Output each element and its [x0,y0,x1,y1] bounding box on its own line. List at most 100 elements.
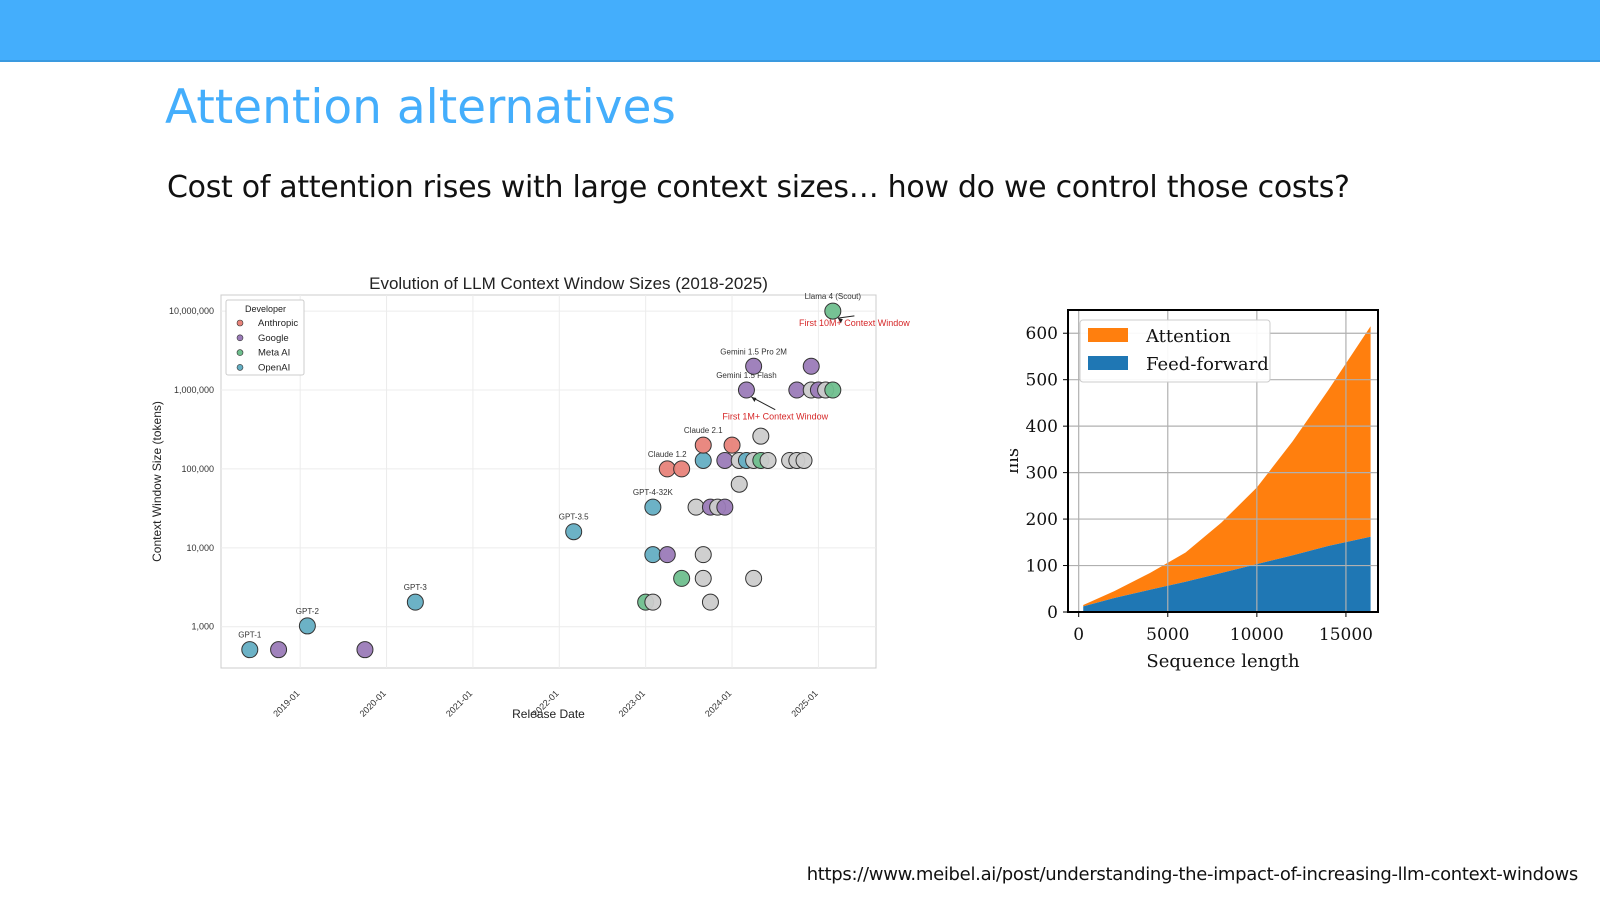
x-tick-label: 10000 [1230,625,1284,645]
data-point [644,546,662,564]
y-tick-label: 1,000,000 [174,385,214,395]
x-tick-label: 5000 [1146,625,1189,645]
point-label-claude-2-1: Claude 2.1 [684,426,723,435]
x-tick-label: 0 [1073,625,1084,645]
data-point [241,641,259,659]
data-point [644,593,662,611]
data-point [730,475,748,493]
legend: Developer Anthropic Google Meta AI OpenAI [225,299,305,376]
data-point [565,523,583,541]
annotation-text: First 10M+ Context Window [799,318,910,328]
legend-entry-openai: OpenAI [258,362,290,373]
y-tick-label: 0 [1047,603,1058,623]
legend-swatch-attention [1088,328,1128,342]
data-point [658,546,676,564]
data-point [824,381,842,399]
x-axis-label: Sequence length [1146,651,1300,672]
legend-entry-feed-forward: Feed-forward [1146,354,1269,375]
y-tick-label: 200 [1026,510,1058,530]
point-label-claude-1-2: Claude 1.2 [648,450,687,459]
legend-marker-google [236,334,244,342]
data-point [752,427,770,445]
y-tick-label: 100,000 [181,464,214,474]
point-label-llama-4-scout: Llama 4 (Scout) [805,292,862,301]
y-tick-label: 500 [1026,371,1058,391]
x-tick-label: 15000 [1319,625,1373,645]
y-tick-label: 1,000 [191,622,214,632]
area-attention [1083,326,1371,607]
data-point [737,381,755,399]
data-point [802,357,820,375]
x-tick-label: 2024-01 [703,688,733,718]
x-tick-label: 2023-01 [617,688,647,718]
legend-marker-openai [236,364,244,371]
data-point [795,451,813,469]
x-tick-label: 2020-01 [358,688,388,718]
point-label-gemini-1-5-pro-2m: Gemini 1.5 Pro 2M [720,347,787,356]
data-point [694,436,712,454]
legend-marker-meta-ai [236,349,244,356]
x-tick-label: 2021-01 [444,688,474,718]
x-axis-label: Release Date [512,707,585,721]
legend-marker-anthropic [236,319,244,327]
data-point [723,436,741,454]
data-point [658,460,676,478]
data-point [694,451,712,469]
annotation-arrow [837,315,855,319]
slide-title: Attention alternatives [165,80,676,135]
chart-title: Evolution of LLM Context Window Sizes (2… [369,274,768,293]
annotation-arrowhead [751,397,757,403]
data-point [694,569,712,587]
data-point [270,641,288,659]
annotation-text: First 1M+ Context Window [722,412,828,422]
data-point [694,546,712,564]
point-label-gpt-3: GPT-3 [404,583,428,592]
x-tick-label: 2019-01 [271,688,301,718]
point-label-gpt-3-5: GPT-3.5 [559,513,589,522]
legend-title: Developer [245,304,286,314]
legend: Attention Feed-forward [1079,319,1271,383]
point-label-gpt-2: GPT-2 [296,607,320,616]
data-point [673,460,691,478]
data-point [716,498,734,516]
x-tick-label: 2025-01 [789,688,819,718]
plot-area [220,294,877,669]
context-window-chart: 2019-01 2020-01 2021-01 2022-01 2023-01 2024-… [150,274,910,721]
y-tick-label: 10,000,000 [169,306,214,316]
legend-entry-google: Google [258,333,289,344]
slide-subtitle: Cost of attention rises with large conte… [167,170,1350,205]
header-bar [0,0,1600,62]
data-point [406,593,424,611]
y-tick-label: 10,000 [186,543,214,553]
data-point [716,451,734,469]
data-point [759,451,777,469]
y-tick-label: 400 [1026,417,1058,437]
legend-swatch-feed-forward [1088,356,1128,370]
point-label-gpt-1: GPT-1 [238,631,262,640]
data-point [824,302,842,320]
legend-entry-meta-ai: Meta AI [258,348,290,359]
data-point [298,617,316,635]
annotation-arrowhead [837,318,843,324]
plot-frame [1067,309,1379,613]
y-tick-label: 600 [1026,324,1058,344]
point-label-gpt-4-32k: GPT-4-32K [633,488,674,497]
data-point [644,498,662,516]
point-label-gemini-1-5-flash: Gemini 1.5 Flash [716,371,776,380]
data-point [745,569,763,587]
y-tick-label: 100 [1026,557,1058,577]
data-point [356,641,374,659]
legend-box [225,299,305,376]
latency-area-chart: 0 5000 10000 15000 0 100 200 300 400 500 600 Sequen… [1010,309,1379,672]
y-axis-label: Context Window Size (tokens) [150,401,164,562]
y-axis-label: ms [1010,448,1023,474]
data-point [701,593,719,611]
data-point [788,381,806,399]
y-tick-label: 300 [1026,464,1058,484]
data-point [673,569,691,587]
source-link[interactable]: https://www.meibel.ai/post/understanding… [806,864,1579,885]
data-point [745,357,763,375]
data-point [687,498,705,516]
area-feed-forward [1083,536,1371,612]
legend-entry-attention: Attention [1145,326,1231,347]
